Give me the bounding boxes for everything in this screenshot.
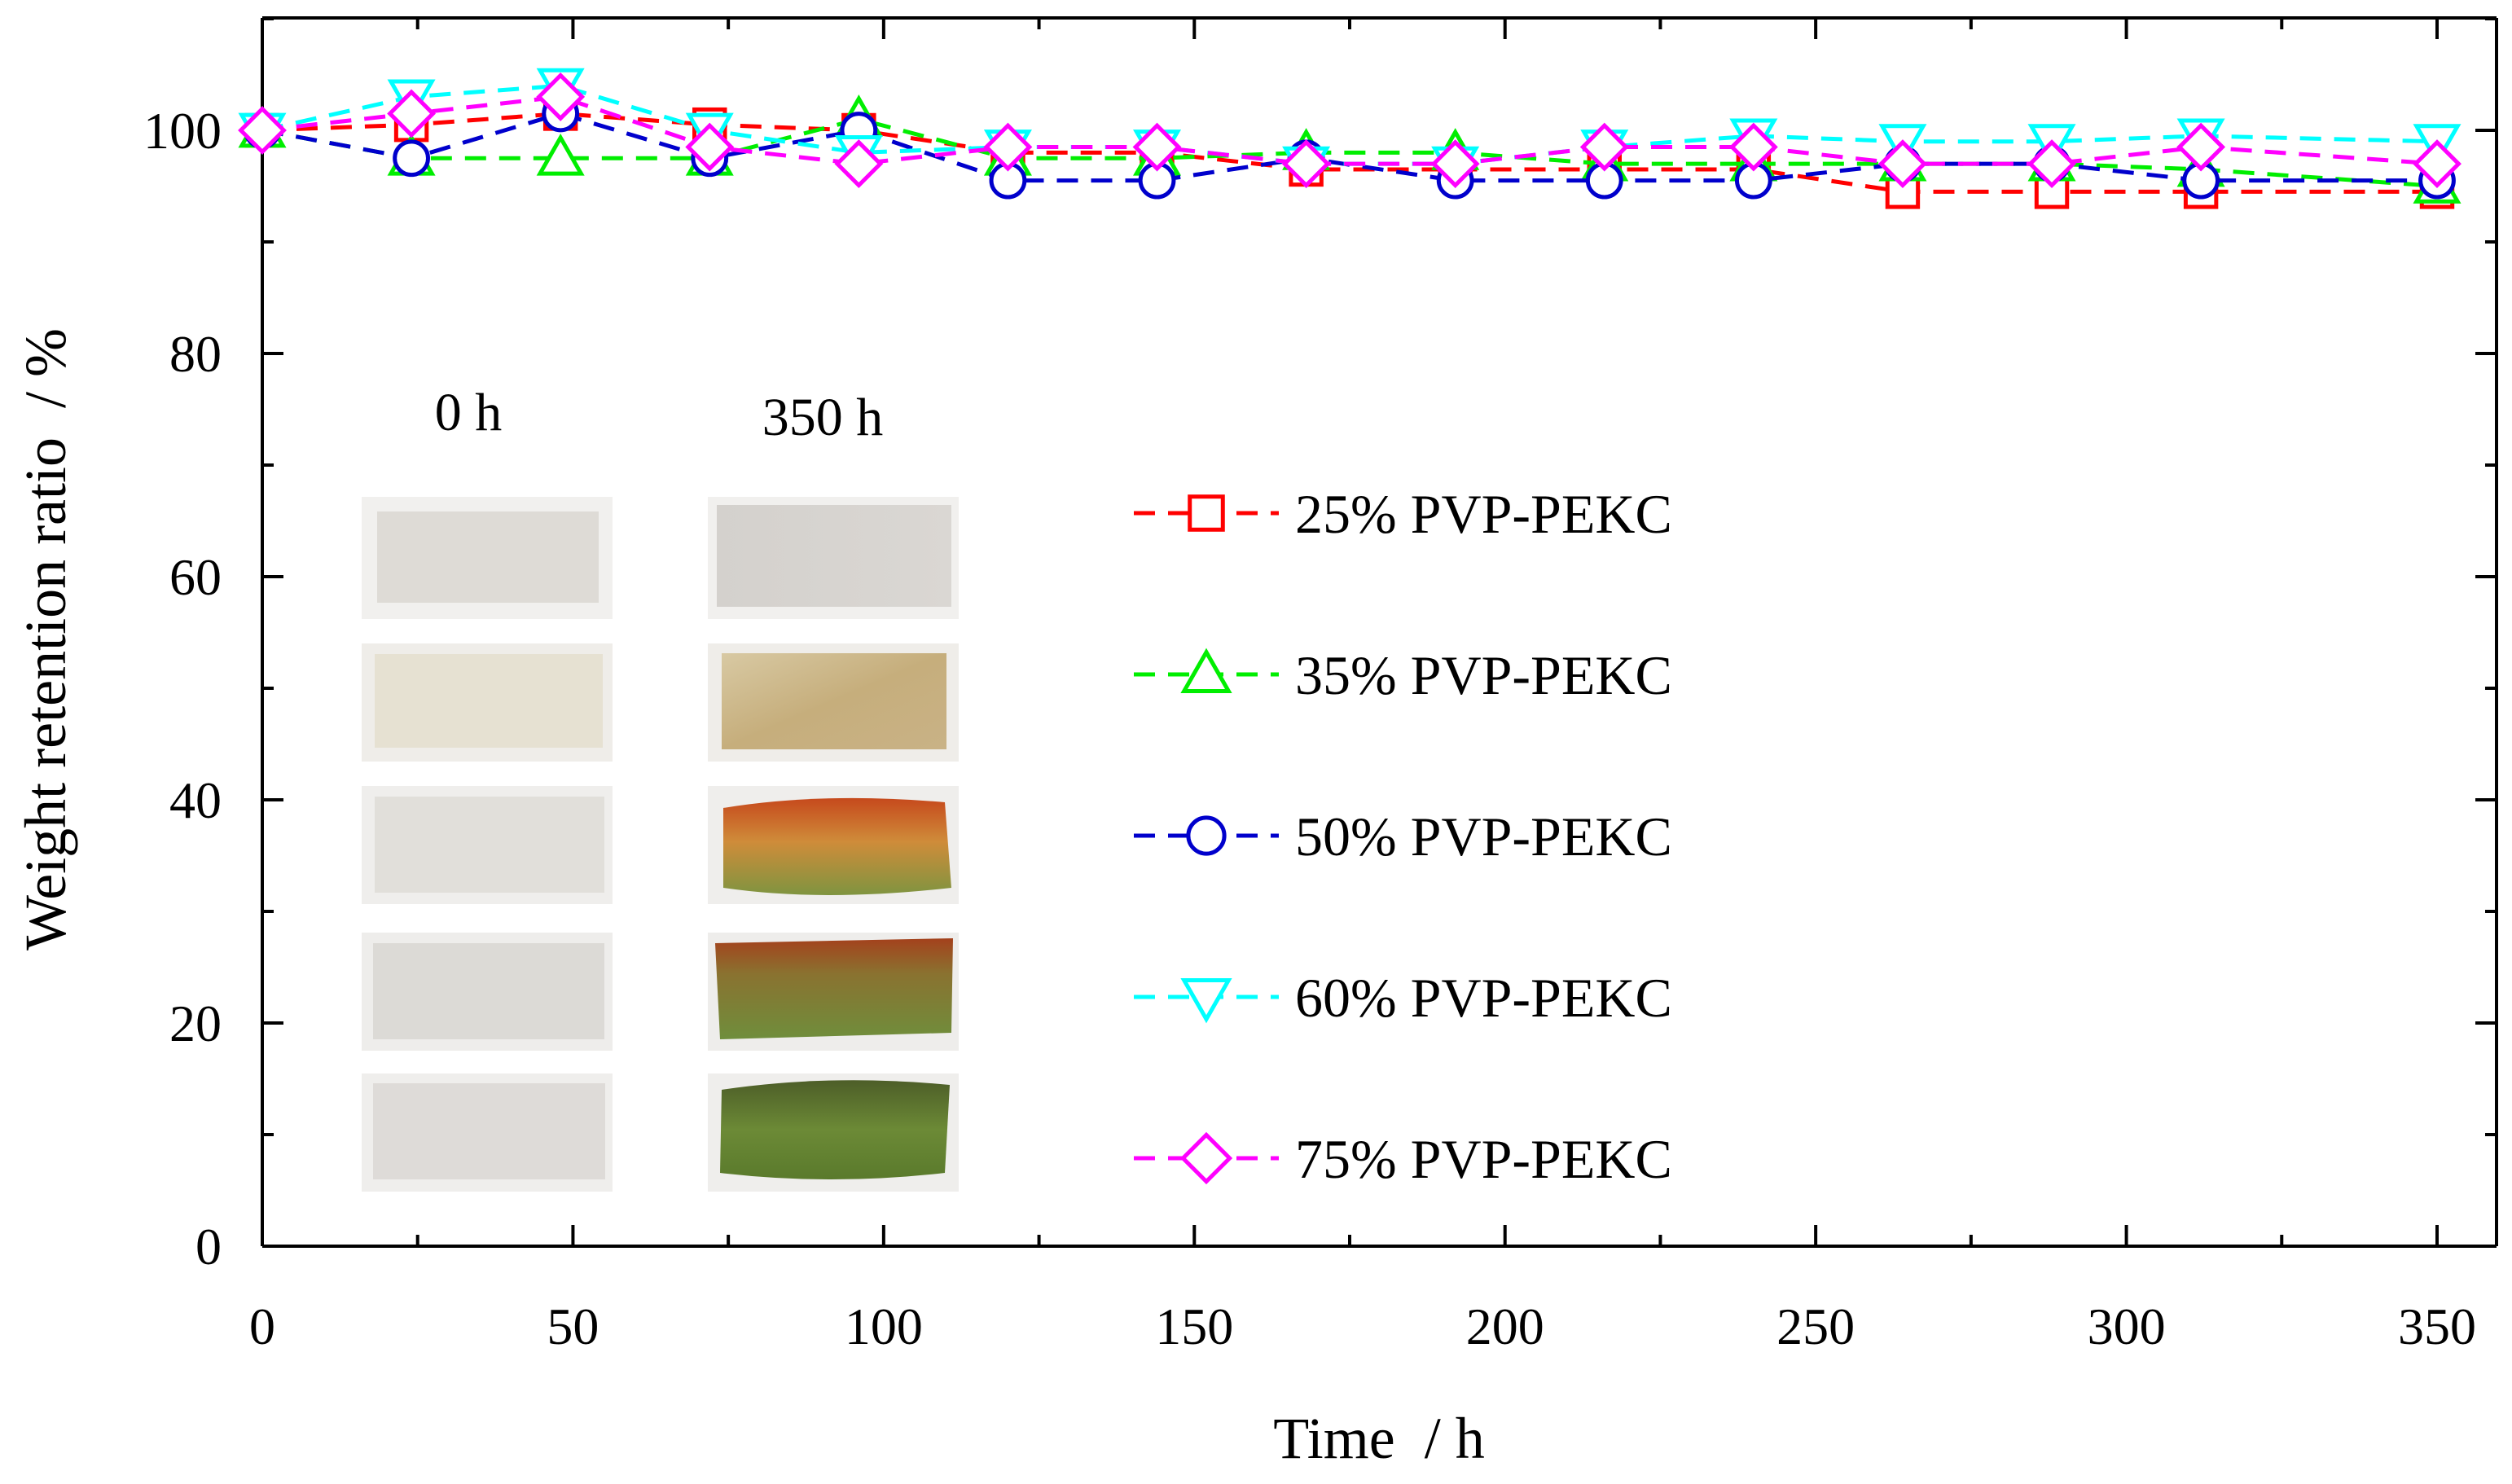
y-axis-title: Weight retention ratio / % bbox=[13, 328, 78, 951]
photo-after-2 bbox=[722, 653, 946, 749]
data-point bbox=[1728, 122, 1778, 172]
x-axis-title: Time / h bbox=[1273, 1406, 1484, 1471]
series-line bbox=[261, 111, 2437, 183]
data-point bbox=[393, 139, 430, 178]
series-3 bbox=[244, 94, 2456, 200]
photo-after-4 bbox=[715, 938, 953, 1039]
y-tick-label: 100 bbox=[143, 102, 222, 160]
series-line bbox=[261, 94, 2438, 166]
x-tick-label: 350 bbox=[2398, 1297, 2476, 1355]
legend-marker bbox=[1186, 815, 1227, 856]
inset-label-before: 0 h bbox=[435, 383, 503, 442]
x-tick-label: 0 bbox=[249, 1297, 275, 1355]
y-tick-label: 40 bbox=[169, 771, 222, 829]
photo-before-5 bbox=[373, 1083, 605, 1179]
y-tick-label: 0 bbox=[195, 1218, 222, 1275]
legend-label: 60% PVP-PEKC bbox=[1295, 967, 1672, 1029]
x-tick-label: 150 bbox=[1155, 1297, 1233, 1355]
inset-photos: 0 h 350 h bbox=[362, 383, 959, 1192]
data-point bbox=[238, 106, 287, 155]
x-tick-label: 50 bbox=[547, 1297, 599, 1355]
photo-after-5 bbox=[720, 1080, 950, 1179]
legend-marker bbox=[1179, 1131, 1233, 1185]
legend: 25% PVP-PEKC 35% PVP-PEKC 50% PVP-PEKC 60% … bbox=[1134, 483, 1672, 1190]
legend-label: 75% PVP-PEKC bbox=[1295, 1128, 1672, 1190]
legend-entry-2: 35% PVP-PEKC bbox=[1134, 644, 1672, 706]
legend-marker bbox=[1180, 648, 1232, 693]
data-point bbox=[2176, 122, 2226, 172]
data-point bbox=[1281, 139, 1331, 189]
series-5 bbox=[238, 72, 2461, 189]
series-line bbox=[261, 111, 2437, 194]
photo-before-4 bbox=[373, 943, 604, 1039]
series-layer bbox=[238, 68, 2461, 209]
inset-label-after: 350 h bbox=[762, 388, 884, 447]
legend-label: 25% PVP-PEKC bbox=[1295, 483, 1672, 545]
plot-frame bbox=[261, 16, 2498, 1248]
photo-before-2 bbox=[375, 654, 603, 748]
legend-marker bbox=[1188, 494, 1225, 532]
axis-ticks bbox=[261, 17, 2497, 1248]
legend-marker bbox=[1180, 978, 1232, 1024]
series-line bbox=[261, 83, 2438, 166]
x-tick-label: 250 bbox=[1776, 1297, 1855, 1355]
x-tick-label: 200 bbox=[1466, 1297, 1544, 1355]
data-point bbox=[1579, 122, 1629, 172]
data-point bbox=[1132, 122, 1182, 172]
y-tick-label: 80 bbox=[169, 325, 222, 383]
data-point bbox=[2413, 139, 2461, 189]
legend-entry-4: 60% PVP-PEKC bbox=[1134, 967, 1672, 1029]
x-tick-label: 300 bbox=[2088, 1297, 2166, 1355]
series-line bbox=[261, 116, 2438, 188]
data-point bbox=[387, 89, 437, 138]
legend-label: 35% PVP-PEKC bbox=[1295, 644, 1672, 706]
data-point bbox=[983, 122, 1033, 172]
photo-before-3 bbox=[375, 797, 604, 893]
legend-entry-5: 75% PVP-PEKC bbox=[1134, 1128, 1672, 1190]
y-tick-label: 60 bbox=[169, 548, 222, 606]
photo-after-1 bbox=[717, 505, 951, 607]
data-point bbox=[1430, 139, 1480, 189]
data-point bbox=[685, 122, 735, 172]
data-point bbox=[834, 139, 884, 189]
tick-labels: 0 50 100 150 200 250 300 350 0 20 40 60 80 100 bbox=[143, 102, 2476, 1355]
photo-before-1 bbox=[377, 511, 599, 603]
data-point bbox=[2027, 139, 2076, 189]
legend-entry-1: 25% PVP-PEKC bbox=[1134, 483, 1672, 545]
data-point bbox=[536, 134, 585, 176]
photo-after-3 bbox=[723, 797, 951, 895]
y-tick-label: 20 bbox=[169, 994, 222, 1052]
legend-entry-3: 50% PVP-PEKC bbox=[1134, 806, 1672, 867]
legend-label: 50% PVP-PEKC bbox=[1295, 806, 1672, 867]
data-point bbox=[536, 72, 586, 121]
x-tick-label: 100 bbox=[845, 1297, 923, 1355]
data-point bbox=[1878, 139, 1927, 189]
